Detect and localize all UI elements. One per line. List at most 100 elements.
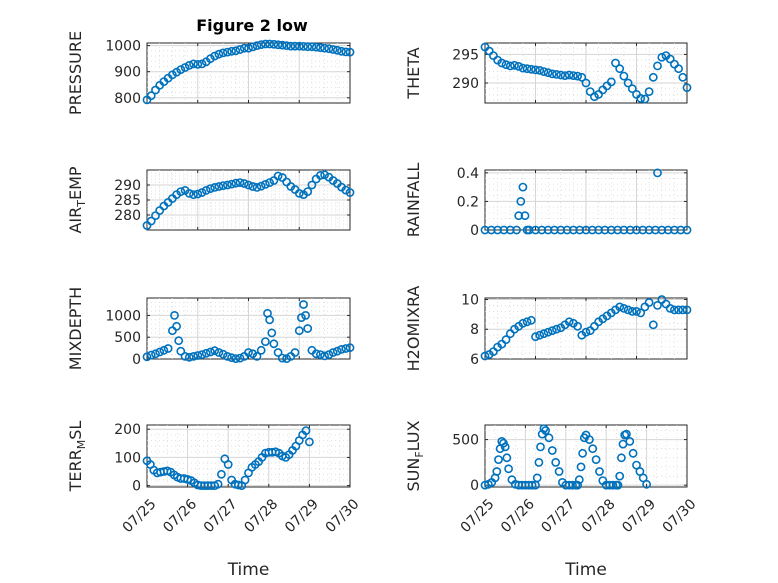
data-point xyxy=(320,43,329,53)
data-point xyxy=(256,40,266,49)
data-point xyxy=(532,473,542,483)
data-point xyxy=(638,473,648,483)
data-point xyxy=(653,300,662,310)
data-point xyxy=(547,446,557,455)
data-point xyxy=(218,349,228,359)
x-tick-label: 07/26 xyxy=(498,496,538,536)
data-point xyxy=(294,326,304,336)
data-point xyxy=(644,87,654,96)
data-point xyxy=(273,348,283,357)
data-point xyxy=(657,225,667,235)
y-axis-label: THETA xyxy=(404,47,423,99)
data-point xyxy=(235,178,245,187)
data-point xyxy=(184,188,194,198)
x-axis-label: Time xyxy=(564,560,607,580)
data-point xyxy=(619,71,629,81)
data-point xyxy=(235,45,245,54)
data-point xyxy=(551,457,561,467)
data-point xyxy=(286,41,296,51)
data-point xyxy=(307,180,317,190)
data-point xyxy=(619,225,629,235)
data-point xyxy=(541,426,550,435)
x-axis-label: Time xyxy=(227,560,270,580)
data-series xyxy=(480,42,692,104)
data-point xyxy=(581,225,591,235)
data-point xyxy=(623,305,633,315)
data-point xyxy=(260,39,270,49)
y-tick-label: 800 xyxy=(114,91,141,107)
data-point xyxy=(256,181,266,191)
data-point xyxy=(493,225,502,235)
y-tick-label: 500 xyxy=(114,330,141,346)
data-point xyxy=(345,188,355,197)
data-point xyxy=(518,63,528,73)
data-point xyxy=(218,181,228,190)
data-point xyxy=(244,43,253,53)
data-point xyxy=(299,300,308,309)
data-point xyxy=(328,45,338,54)
data-point xyxy=(197,350,207,359)
data-point xyxy=(539,67,549,76)
x-tick-label: 07/30 xyxy=(323,496,363,536)
data-point xyxy=(600,225,610,235)
data-point xyxy=(514,211,524,221)
data-point xyxy=(556,70,566,80)
data-point xyxy=(332,346,342,356)
y-tick-label: 285 xyxy=(114,193,141,209)
data-point xyxy=(554,467,564,476)
data-point xyxy=(337,46,346,56)
x-tick-label: 07/29 xyxy=(282,496,322,536)
data-point xyxy=(615,471,625,481)
data-point xyxy=(299,42,308,51)
data-point xyxy=(502,453,512,463)
data-point xyxy=(648,72,658,82)
data-point xyxy=(303,42,313,52)
subplot-h2omixra: 6 8 10 H2OMIXRA xyxy=(404,286,692,371)
y-tick-label: 0 xyxy=(470,223,479,239)
data-series xyxy=(142,426,314,490)
data-point xyxy=(636,308,646,318)
y-tick-label: 200 xyxy=(114,422,141,438)
y-axis-label: SUNFLUX xyxy=(404,420,426,491)
data-point xyxy=(577,72,587,82)
data-point xyxy=(252,41,262,50)
data-point xyxy=(303,187,313,196)
data-point xyxy=(210,51,220,61)
data-point xyxy=(613,480,623,490)
data-point xyxy=(682,83,692,92)
data-point xyxy=(587,225,597,235)
data-point xyxy=(227,46,236,56)
data-point xyxy=(535,66,545,75)
data-point xyxy=(197,188,207,197)
data-point xyxy=(627,306,637,316)
data-point xyxy=(615,64,625,74)
data-series xyxy=(142,300,355,363)
y-tick-label: 295 xyxy=(452,47,479,63)
data-point xyxy=(273,40,283,50)
data-point xyxy=(176,187,186,196)
data-point xyxy=(265,178,274,187)
data-point xyxy=(573,480,582,490)
data-point xyxy=(575,225,585,235)
data-point xyxy=(522,317,532,327)
y-tick-label: 0.4 xyxy=(457,166,479,182)
data-point xyxy=(197,59,207,69)
y-tick-label: 500 xyxy=(452,433,479,449)
data-point xyxy=(480,351,490,361)
data-point xyxy=(151,211,160,220)
y-axis-label: RAINFALL xyxy=(404,163,423,238)
data-point xyxy=(678,305,688,315)
data-point xyxy=(294,41,304,51)
data-point xyxy=(585,87,595,96)
data-point xyxy=(512,225,521,235)
data-point xyxy=(142,352,152,362)
data-point xyxy=(269,39,279,49)
data-point xyxy=(578,448,587,458)
data-point xyxy=(617,453,626,463)
data-point xyxy=(505,225,515,235)
data-point xyxy=(526,64,536,74)
data-point xyxy=(539,329,549,339)
subplot-mixdepth: 0 500 1000 MIXDEPTH xyxy=(66,287,355,370)
data-point xyxy=(248,349,258,359)
data-point xyxy=(201,185,211,195)
